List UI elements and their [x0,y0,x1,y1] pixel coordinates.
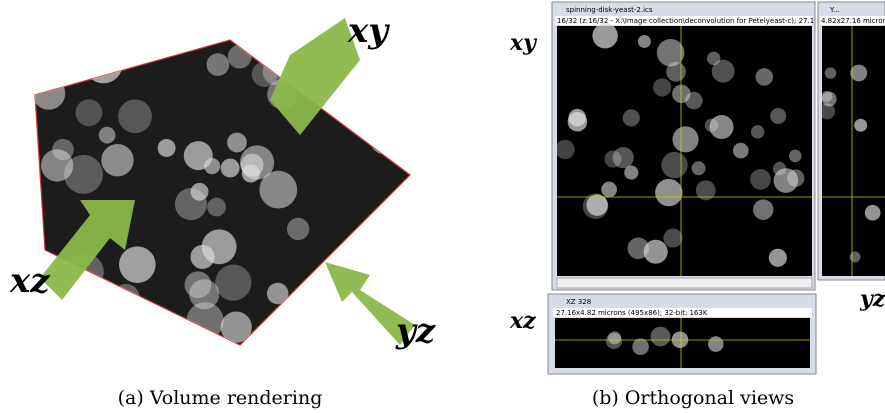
image [822,26,885,276]
cell [653,78,671,96]
cell [750,169,771,190]
cell [769,249,787,267]
cell [638,35,651,48]
cell [666,62,686,82]
cell [118,99,152,133]
cell [101,144,133,176]
cell [568,109,586,127]
cell [371,128,398,155]
cell [623,109,640,126]
cell [789,150,802,163]
cell [221,159,240,178]
window-info: 4.82x27.16 microns (8 [821,17,885,25]
cell [32,77,65,110]
cell [770,108,786,124]
cell [733,143,749,159]
cell [850,65,867,82]
window-title: spinning-disk-yeast-2.ics [566,6,653,14]
scrollbar[interactable] [557,278,812,288]
cell [632,338,649,355]
label: xz [9,261,50,301]
cell [854,119,867,132]
cell [88,313,115,340]
cell [655,179,682,206]
label: xy [509,30,538,56]
cell [592,23,617,48]
cell [644,240,668,264]
cell [825,67,836,78]
cell [663,228,682,247]
cell [186,302,223,339]
cell [672,126,698,152]
cell [228,45,252,69]
cell [751,125,764,138]
label: xz [509,308,536,334]
cell [252,61,278,87]
cell [202,229,237,264]
cell [865,205,881,221]
cell [227,133,247,153]
cell [259,171,297,209]
cell [657,39,685,67]
volume [35,40,410,345]
cell [128,310,144,326]
cell [287,218,309,240]
cell [215,264,251,300]
cell [822,92,837,107]
cell [692,161,706,175]
cell [705,119,718,132]
cell [242,164,260,182]
label: xy [347,11,390,51]
window-info: 27.16x4.82 microns (495x86); 32-bit; 163… [556,309,708,317]
caption: (a) Volume rendering [118,387,323,409]
window-title: Y... [829,6,840,14]
cell [613,147,634,168]
cell [112,284,139,311]
cell [753,199,773,219]
cell [555,140,574,159]
cell [207,198,226,217]
cell [850,251,861,262]
cell [99,127,116,144]
window-title: XZ 328 [566,298,591,306]
cell [158,139,176,157]
cell [756,68,774,86]
cell [685,92,703,110]
cell [707,52,720,65]
label: yz [395,311,436,351]
cell [787,169,804,186]
cell [119,246,156,283]
caption: (b) Orthogonal views [592,387,794,409]
cell [606,333,622,349]
cell [708,336,724,352]
cell [601,182,617,198]
label: yz [859,286,885,312]
cell [184,141,213,170]
cell [651,327,671,347]
cell [92,51,110,69]
cell [76,99,103,126]
cell [661,152,687,178]
cell [586,194,607,215]
cell [206,53,229,76]
cell [267,283,289,305]
cell [84,45,123,84]
cell [52,139,74,161]
figure: xy xz yz (a) Volume rendering spinning-d… [0,0,885,413]
cell [175,188,207,220]
